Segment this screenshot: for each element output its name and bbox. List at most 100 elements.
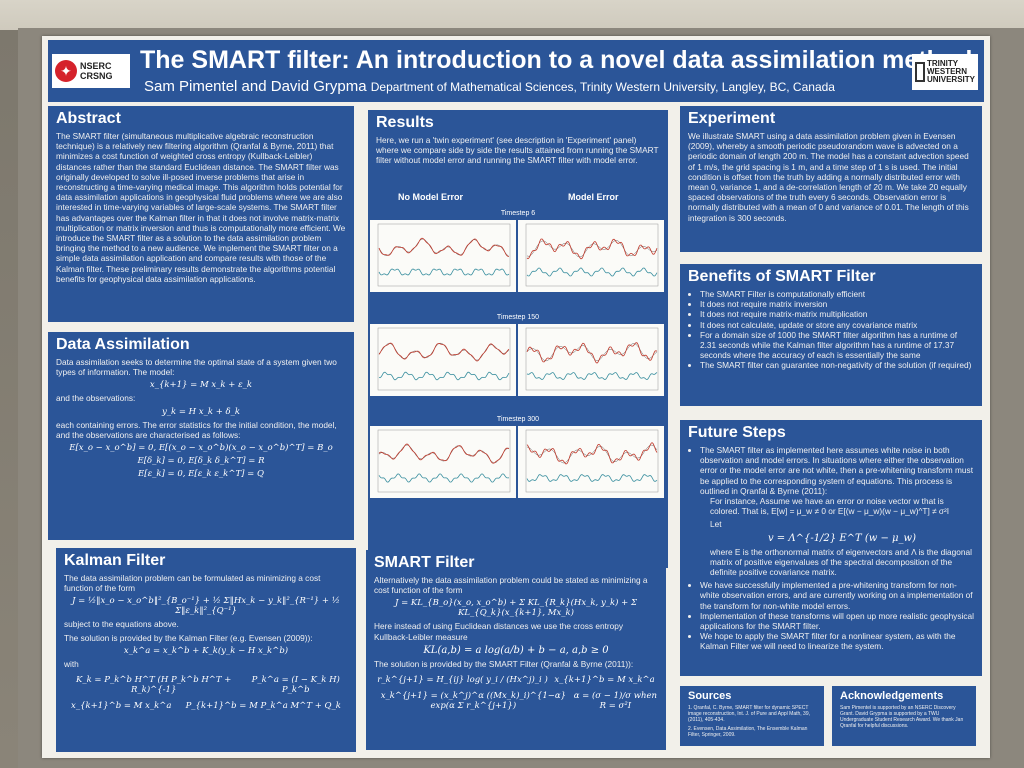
poster-header: ✦ NSERC CRSNG The SMART filter: An intro… [48,40,984,102]
research-poster: ✦ NSERC CRSNG The SMART filter: An intro… [42,36,990,758]
plot-line [378,268,510,276]
future-list: The SMART filter as implemented here ass… [688,445,974,496]
nserc-logo-line2: CRSNG [80,71,113,81]
eq-stats-1: E[x_o − x_o^b] = 0, E[(x_o − x_o^b)(x_o … [69,443,333,454]
benefit-item: It does not require matrix-matrix multip… [700,309,974,319]
future-eq-v: v = Λ^{-1/2} E^T (w − μ_w) [767,532,917,544]
plot-line [526,474,658,482]
plot-line [378,237,510,257]
kalman-eq-gain: K_k = P_k^b H^T (H P_k^b H^T + R_k)^{-1} [75,675,232,696]
benefit-item: The SMART Filter is computationally effi… [700,289,974,299]
plot-line [526,238,658,260]
poster-authors: Sam Pimentel and David Grypma Department… [144,78,835,95]
eq-model: x_{k+1} = M x_k + ε_k [149,380,253,391]
smart-eq-row-2: x_k^{j+1} = (x_k^j)^α ((Mx_k)_i)^{1−α} e… [374,688,658,714]
future-item-1: The SMART filter as implemented here ass… [700,445,974,496]
acknowledgements-panel: Acknowledgements Sam Pimentel is support… [832,686,976,746]
future-let: Let [710,519,722,530]
smart-kl-text: Here instead of using Euclidean distance… [374,621,624,642]
timestep-label-3: Timestep 300 [496,416,540,423]
plot-axes [377,223,511,287]
plot-line [526,372,658,380]
plot-line [378,443,510,464]
future-sub1: For instance, Assume we have an error or… [710,496,950,517]
smart-eq-s3: x_k^{j+1} = (x_k^j)^α ((Mx_k)_i)^{1−α} e… [380,691,566,712]
benefits-panel: Benefits of SMART Filter The SMART Filte… [680,264,982,406]
plot-error-ts300 [518,426,664,498]
kalman-eq-fp: P_{k+1}^b = M P_k^a M^T + Q_k [185,701,341,712]
smart-eq-cost: J = KL_{B_o}(x_o, x_o^b) + Σ KL_{R_k}(Hx… [394,598,637,619]
smart-eq-kl: KL(a,b) = a log(a/b) + b − a, a,b ≥ 0 [423,644,609,656]
benefits-list: The SMART Filter is computationally effi… [688,289,974,371]
kalman-eq-update: x_k^a = x_k^b + K_k(y_k − H x_k^b) [123,645,289,656]
results-heading: Results [376,114,434,131]
plot-no-error-ts300 [370,426,516,498]
future-item: We have successfully implemented a pre-w… [700,580,974,611]
results-panel: Results Here, we run a 'twin experiment'… [368,110,668,568]
department: Department of Mathematical Sciences, Tri… [370,80,835,94]
benefit-item: For a domain size of 1000 the SMART filt… [700,330,974,361]
plot-line [378,342,510,361]
data-assimilation-heading: Data Assimilation [56,336,190,353]
poster-title: The SMART filter: An introduction to a n… [140,46,973,74]
smart-eq-s1: r_k^{j+1} = H_{ij} log( y_i / (Hx^j)_i ) [377,675,548,686]
twu-line2: WESTERN [926,67,967,76]
col-label-model-error: Model Error [568,192,619,202]
benefit-item: It does not calculate, update or store a… [700,320,974,330]
nserc-logo-line1: NSERC [80,61,112,71]
twu-logo: TRINITY WESTERN UNIVERSITY [912,54,978,90]
acknowledgements-text: Sam Pimentel is supported by an NSERC Di… [840,705,964,729]
future-item: Implementation of these transforms will … [700,611,974,631]
sources-text-1: 1. Qranfal, C. Byrne, SMART filter for d… [688,705,811,723]
benefits-heading: Benefits of SMART Filter [688,268,876,285]
plot-no-error-ts6 [370,220,516,292]
author-names: Sam Pimentel and David Grypma [144,78,367,95]
twu-crest-icon [915,62,925,82]
benefit-item: The SMART filter can guarantee non-negat… [700,360,974,370]
sources-heading: Sources [688,690,732,702]
kalman-filter-panel: Kalman Filter The data assimilation prob… [56,548,356,752]
maple-leaf-icon: ✦ [55,60,77,82]
kalman-eq-cost: J = ½‖x_o − x_o^b‖²_{B_o⁻¹} + ½ Σ‖Hx_k −… [72,596,340,617]
twu-line1: TRINITY [926,59,959,68]
future-heading: Future Steps [688,424,786,441]
kalman-solution: The solution is provided by the Kalman F… [64,632,313,643]
plot-error-ts6 [518,220,664,292]
kalman-eq-pa: P_k^a = (I − K_k H) P_k^b [251,675,340,696]
plot-line [526,267,658,277]
abstract-heading: Abstract [56,110,121,127]
plot-axes [525,223,659,287]
sources-text-2: 2. Evensen, Data Assimilation, The Ensem… [688,726,808,738]
plot-line [378,238,510,257]
smart-intro: Alternatively the data assimilation prob… [374,575,648,596]
smart-heading: SMART Filter [374,554,475,571]
nserc-logo: ✦ NSERC CRSNG [52,54,130,88]
plot-line [526,240,658,258]
plot-line [378,371,510,381]
smart-eq-s2: x_{k+1}^b = M x_k^a [554,675,655,686]
smart-eq-row-1: r_k^{j+1} = H_{ij} log( y_i / (Hx^j)_i )… [374,672,658,688]
future-sub2: where E is the orthonormal matrix of eig… [710,546,972,578]
smart-eq-s4: α = (σ − 1)/σ when R = σ²I [573,691,657,712]
data-assimilation-panel: Data Assimilation Data assimilation seek… [48,332,354,540]
results-text: Here, we run a 'twin experiment' (see de… [376,135,659,166]
plot-axes [377,429,511,493]
kalman-subject: subject to the equations above. [64,619,179,630]
plot-line [526,444,658,464]
experiment-panel: Experiment We illustrate SMART using a d… [680,106,982,252]
acknowledgements-heading: Acknowledgements [840,690,944,702]
future-list-2: We have successfully implemented a pre-w… [688,580,974,651]
kalman-eq-row-1: K_k = P_k^b H^T (H P_k^b H^T + R_k)^{-1}… [64,672,348,698]
plot-line [378,473,510,483]
benefit-item: It does not require matrix inversion [700,299,974,309]
experiment-text: We illustrate SMART using a data assimil… [688,131,969,223]
timestep-label-2: Timestep 150 [496,314,540,321]
plot-axes [377,327,511,391]
kalman-heading: Kalman Filter [64,552,166,569]
kalman-with: with [64,658,79,669]
eq-obs: y_k = H x_k + δ_k [161,406,241,417]
smart-filter-panel: SMART Filter Alternatively the data assi… [366,550,666,750]
future-item: We hope to apply the SMART filter for a … [700,631,974,651]
da-errors: each containing errors. The error statis… [56,419,337,440]
plot-axes [525,429,659,493]
